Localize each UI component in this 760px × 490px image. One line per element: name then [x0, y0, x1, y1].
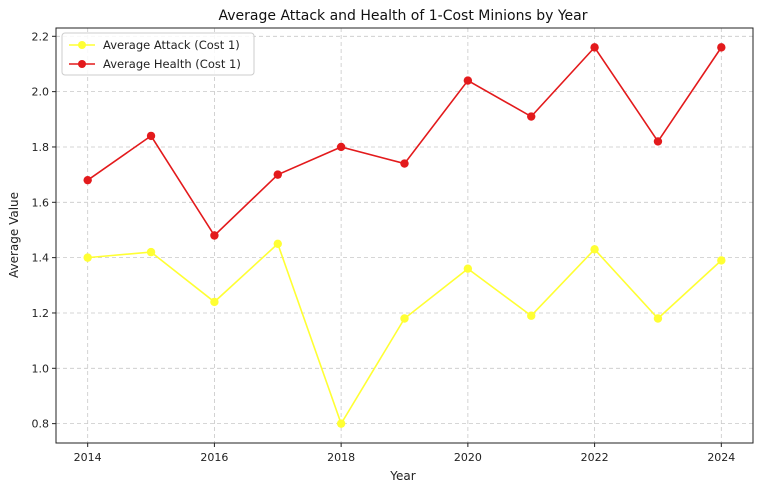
- data-point: [273, 239, 282, 248]
- data-point: [653, 137, 663, 146]
- legend-entry: Average Health (Cost 1): [103, 57, 241, 71]
- series-line: [87, 242, 722, 426]
- legend-entry: Average Attack (Cost 1): [103, 38, 240, 52]
- y-axis-ticks: 0.8 1.0 1.2 1.4 1.6 1.8 2.0 2.2: [32, 30, 56, 431]
- y-tick-label: 1.8: [32, 141, 50, 154]
- series-group: [83, 43, 726, 428]
- x-tick-label: 2014: [74, 451, 102, 464]
- data-point: [400, 314, 409, 323]
- x-tick-label: 2022: [581, 451, 609, 464]
- legend-swatch-marker: [78, 41, 86, 49]
- y-tick-label: 1.6: [32, 196, 50, 209]
- legend-swatch-marker: [78, 60, 86, 68]
- data-point: [146, 247, 156, 257]
- grid: [56, 28, 753, 443]
- x-axis-ticks: 2014 2016 2018 2020 2022 2024: [74, 443, 735, 464]
- data-point: [210, 231, 219, 240]
- series-average-attack: [83, 239, 726, 428]
- data-point: [83, 253, 92, 262]
- data-point: [146, 131, 156, 141]
- data-point: [717, 43, 726, 52]
- plot-area-frame: [55, 27, 754, 444]
- legend-box: [61, 32, 255, 76]
- data-point: [653, 314, 663, 323]
- data-point: [210, 297, 219, 307]
- x-tick-label: 2016: [200, 451, 228, 464]
- y-tick-label: 1.4: [32, 252, 50, 265]
- series-line: [87, 46, 722, 237]
- chart-title: Average Attack and Health of 1-Cost Mini…: [219, 8, 588, 24]
- data-point: [463, 264, 473, 273]
- y-tick-label: 2.2: [32, 30, 50, 43]
- x-axis-label: Year: [389, 469, 415, 483]
- data-point: [717, 256, 726, 265]
- data-point: [336, 142, 346, 152]
- series-average-health: [83, 43, 726, 240]
- x-tick-label: 2024: [707, 451, 735, 464]
- data-point: [527, 311, 536, 320]
- data-point: [527, 112, 536, 121]
- data-point: [336, 419, 346, 428]
- y-tick-label: 1.2: [32, 307, 50, 320]
- data-point: [83, 175, 92, 185]
- y-tick-label: 0.8: [32, 418, 50, 431]
- data-point: [463, 76, 473, 85]
- y-axis-label: Average Value: [7, 192, 21, 278]
- data-point: [273, 170, 282, 179]
- y-tick-label: 1.0: [32, 362, 50, 375]
- legend: Average Attack (Cost 1) Average Health (C…: [61, 32, 255, 76]
- data-point: [400, 159, 409, 168]
- data-point: [590, 43, 599, 52]
- data-point: [590, 245, 599, 254]
- x-tick-label: 2020: [454, 451, 482, 464]
- x-tick-label: 2018: [327, 451, 355, 464]
- y-tick-label: 2.0: [32, 86, 50, 99]
